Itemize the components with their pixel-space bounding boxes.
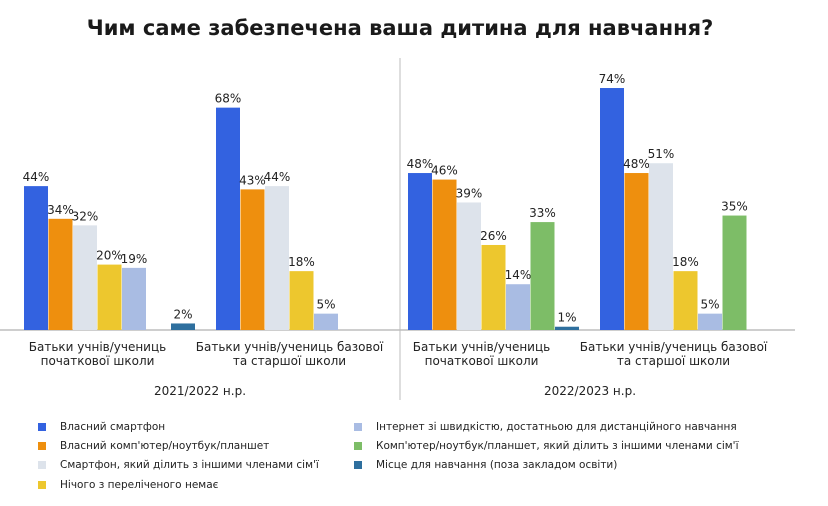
bar xyxy=(97,264,122,330)
bar xyxy=(624,173,649,330)
bar xyxy=(73,225,97,330)
data-label: 1% xyxy=(557,311,576,325)
category-label: Батьки учнів/учениць xyxy=(413,340,550,354)
legend-label: Власний смартфон xyxy=(60,421,166,433)
data-label: 14% xyxy=(505,268,532,282)
legend-swatch xyxy=(38,442,46,450)
data-label: 39% xyxy=(456,186,483,200)
bar xyxy=(432,179,457,330)
bar xyxy=(314,313,338,330)
period-label: 2021/2022 н.р. xyxy=(154,384,246,398)
bar xyxy=(408,173,432,330)
bar xyxy=(722,215,747,330)
legend-item: Інтернет зі швидкістю, достатньою для ди… xyxy=(354,419,737,435)
data-label: 5% xyxy=(700,298,719,312)
bar xyxy=(265,186,289,330)
bar xyxy=(240,189,265,330)
legend-label: Місце для навчання (поза закладом освіти… xyxy=(376,459,618,471)
data-label: 34% xyxy=(47,203,74,217)
data-label: 44% xyxy=(23,170,50,184)
legend-item: Комп'ютер/ноутбук/планшет, який ділить з… xyxy=(354,438,738,454)
legend-label: Інтернет зі швидкістю, достатньою для ди… xyxy=(376,421,737,433)
category-label: початкової школи xyxy=(425,354,539,368)
legend-label: Нічого з переліченого немає xyxy=(60,479,219,491)
chart-title: Чим саме забезпечена ваша дитина для нав… xyxy=(86,16,714,40)
legend-swatch xyxy=(38,461,46,469)
bar xyxy=(122,267,146,330)
data-label: 43% xyxy=(239,173,266,187)
bar xyxy=(649,163,673,330)
data-label: 44% xyxy=(264,170,291,184)
bar xyxy=(481,244,506,330)
category-label: Батьки учнів/учениць xyxy=(29,340,166,354)
legend-swatch xyxy=(354,461,362,469)
bar xyxy=(530,222,555,330)
data-label: 74% xyxy=(599,72,626,86)
legend-swatch xyxy=(354,442,362,450)
category-label: та старшої школи xyxy=(233,354,346,368)
data-label: 46% xyxy=(431,164,458,178)
legend-item: Власний смартфон xyxy=(38,419,165,435)
bar xyxy=(600,88,624,331)
bar xyxy=(24,186,48,330)
legend-swatch xyxy=(38,481,46,489)
bar xyxy=(555,326,579,330)
data-label: 19% xyxy=(121,252,148,266)
bar xyxy=(506,284,530,330)
data-label: 18% xyxy=(288,255,315,269)
bar xyxy=(48,218,73,330)
bar xyxy=(171,323,195,330)
data-label: 68% xyxy=(215,92,242,106)
category-label: початкової школи xyxy=(41,354,155,368)
bar xyxy=(698,313,722,330)
category-label: Батьки учнів/учениць базової xyxy=(580,340,768,354)
data-label: 51% xyxy=(648,147,675,161)
legend-item: Смартфон, який ділить з іншими членами с… xyxy=(38,457,319,473)
data-label: 18% xyxy=(672,255,699,269)
legend-swatch xyxy=(38,423,46,431)
bar xyxy=(457,202,481,330)
bar xyxy=(289,271,314,330)
bar xyxy=(216,107,240,330)
data-label: 32% xyxy=(72,209,99,223)
legend-item: Нічого з переліченого немає xyxy=(38,477,218,493)
legend-label: Комп'ютер/ноутбук/планшет, який ділить з… xyxy=(376,440,739,452)
category-label: Батьки учнів/учениць базової xyxy=(196,340,384,354)
period-label: 2022/2023 н.р. xyxy=(544,384,636,398)
legend-label: Власний комп'ютер/ноутбук/планшет xyxy=(60,440,270,452)
data-label: 33% xyxy=(529,206,556,220)
data-label: 48% xyxy=(623,157,650,171)
data-label: 2% xyxy=(173,307,192,321)
data-label: 35% xyxy=(721,200,748,214)
data-label: 5% xyxy=(316,298,335,312)
bar xyxy=(673,271,698,330)
data-label: 26% xyxy=(480,229,507,243)
category-label: та старшої школи xyxy=(617,354,730,368)
legend-label: Смартфон, який ділить з іншими членами с… xyxy=(60,459,319,471)
legend-item: Власний комп'ютер/ноутбук/планшет xyxy=(38,438,269,454)
legend-item: Місце для навчання (поза закладом освіти… xyxy=(354,457,617,473)
data-label: 20% xyxy=(96,249,123,263)
legend-swatch xyxy=(354,423,362,431)
data-label: 48% xyxy=(407,157,434,171)
